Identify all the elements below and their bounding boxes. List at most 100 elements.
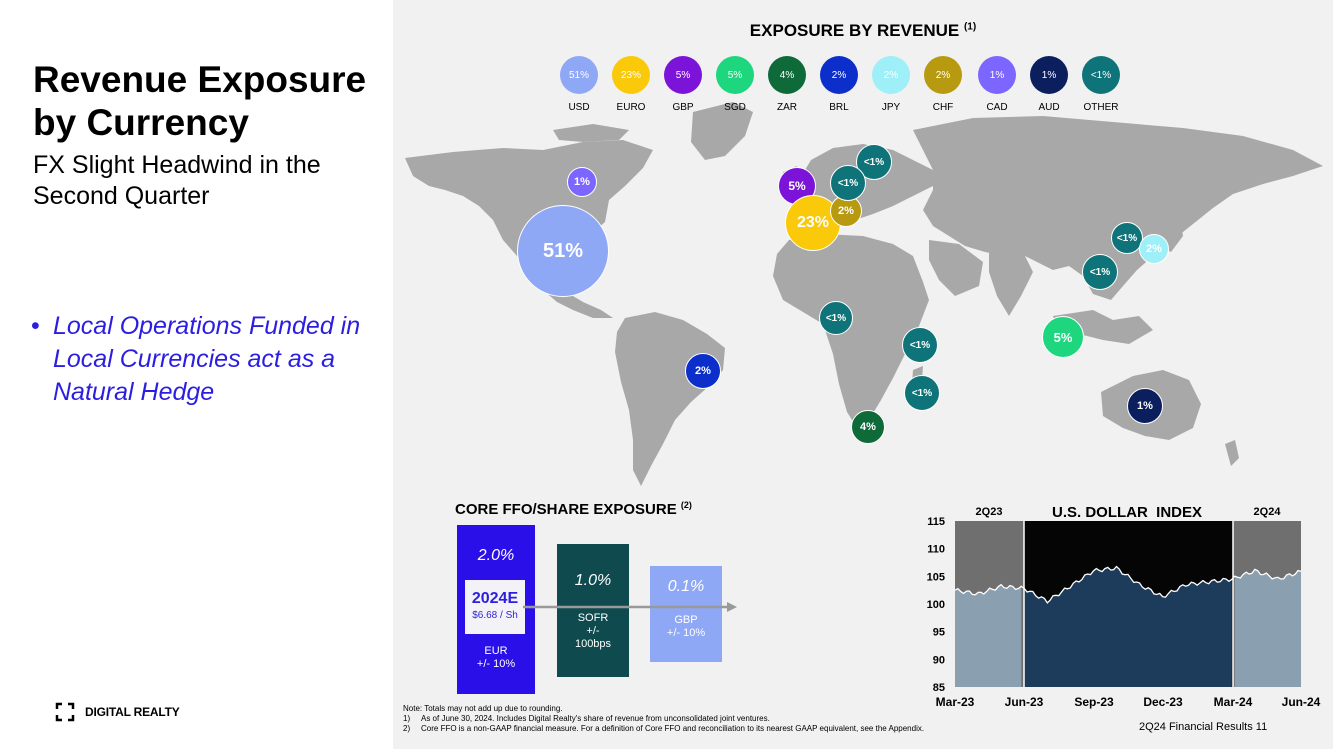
legend-item-other: <1% OTHER <box>1081 56 1121 113</box>
legend-label: ZAR <box>777 102 797 113</box>
legend-label: CHF <box>932 102 954 113</box>
footnotes: Note: Totals may not add up due to round… <box>403 704 924 734</box>
legend-item-jpy: 2% JPY <box>871 56 911 113</box>
chart-period-label-2q23: 2Q23 <box>976 506 1003 518</box>
footnote-1-text: As of June 30, 2024. Includes Digital Re… <box>421 714 770 723</box>
x-tick-label: Jun-23 <box>1005 695 1044 709</box>
ffo-estimate-title: 2024E <box>471 590 519 607</box>
ffo-title-note: (2) <box>680 500 692 510</box>
arctic-islands <box>553 124 629 142</box>
chart-x-ticks: Mar-23 Jun-23 Sep-23 Dec-23 Mar-24 Jun-24 <box>936 695 1321 709</box>
ffo-title: CORE FFO/SHARE EXPOSURE (2) <box>455 500 692 518</box>
india-landmass <box>989 250 1033 316</box>
dollar-index-chart: 115 110 105 100 95 90 85 Mar-23 Jun-23 Sep-23 Dec… <box>927 504 1321 709</box>
legend-circle: <1% <box>1082 56 1120 94</box>
ffo-eur-label: EUR <box>484 645 508 657</box>
exposure-title: EXPOSURE BY REVENUE (1) <box>393 21 1333 41</box>
logo-text: DIGITAL REALTY <box>85 705 180 719</box>
y-tick-label: 110 <box>927 544 945 556</box>
footnote-2-number: 2) <box>403 724 411 733</box>
page-subtitle: FX Slight Headwind in the Second Quarter <box>33 151 321 210</box>
y-tick-label: 105 <box>927 571 945 583</box>
ffo-gbp-label: GBP <box>674 614 698 626</box>
logo-bracket-icon <box>55 702 75 722</box>
africa-landmass <box>773 234 929 428</box>
map-bubble: 1% <box>567 167 597 197</box>
legend-item-chf: 2% CHF <box>923 56 963 113</box>
x-tick-label: Mar-24 <box>1214 695 1253 709</box>
x-tick-label: Jun-24 <box>1282 695 1321 709</box>
footnote-1-number: 1) <box>403 714 411 723</box>
legend-label: GBP <box>672 102 694 113</box>
right-panel: EXPOSURE BY REVENUE (1) 51% USD 23% EURO 5% G… <box>393 0 1333 749</box>
map-bubble: <1% <box>830 165 866 201</box>
ffo-arrow <box>523 602 737 612</box>
key-point: • Local Operations Funded in Local Curre… <box>31 310 381 409</box>
ffo-bar-sofr: 1.0% SOFR +/- 100bps <box>557 544 629 677</box>
map-bubble: 4% <box>851 410 885 444</box>
ffo-sofr-range: +/- <box>586 625 600 637</box>
y-tick-label: 90 <box>933 654 945 666</box>
dxy-area-2q23 <box>955 584 1022 687</box>
ffo-sofr-pct: 1.0% <box>574 572 612 589</box>
ffo-eur-range: +/- 10% <box>476 658 516 670</box>
ffo-eur-pct: 2.0% <box>477 547 515 564</box>
map-bubble: 2% <box>1139 234 1169 264</box>
map-bubble: <1% <box>1082 254 1118 290</box>
company-logo: DIGITAL REALTY <box>55 702 180 722</box>
exposure-title-text: EXPOSURE BY REVENUE <box>749 21 960 40</box>
southeast-asia-islands <box>1053 310 1153 344</box>
south-america-landmass <box>615 312 725 486</box>
legend-label: JPY <box>881 102 901 113</box>
new-zealand-landmass <box>1225 440 1239 466</box>
page-footer: 2Q24 Financial Results 11 <box>1139 721 1268 733</box>
legend-item-brl: 2% BRL <box>819 56 859 113</box>
exposure-title-note: (1) <box>963 21 977 33</box>
left-panel: Revenue Exposure by Currency FX Slight H… <box>0 0 393 749</box>
legend-circle: 5% <box>664 56 702 94</box>
legend-circle: 5% <box>716 56 754 94</box>
x-tick-label: Mar-23 <box>936 695 975 709</box>
dxy-area-2q24 <box>1234 569 1301 687</box>
legend-label: USD <box>568 102 590 113</box>
legend-label: SGD <box>724 102 746 113</box>
footnote-2: 2) Core FFO is a non-GAAP financial meas… <box>403 724 924 734</box>
footnote-2-text: Core FFO is a non-GAAP financial measure… <box>421 724 925 733</box>
ffo-sofr-label: SOFR <box>577 612 609 624</box>
y-tick-label: 115 <box>927 516 945 528</box>
key-point-text: Local Operations Funded in Local Currenc… <box>53 312 361 406</box>
x-tick-label: Dec-23 <box>1143 695 1183 709</box>
ffo-sofr-range2: 100bps <box>574 638 612 650</box>
map-bubble: <1% <box>902 327 938 363</box>
map-bubble: 5% <box>1042 316 1084 358</box>
dxy-area-mid <box>1024 566 1232 687</box>
map-bubble: 1% <box>1127 388 1163 424</box>
legend-item-euro: 23% EURO <box>611 56 651 113</box>
footnote-1: 1) As of June 30, 2024. Includes Digital… <box>403 714 924 724</box>
y-tick-label: 100 <box>927 599 945 611</box>
legend-item-sgd: 5% SGD <box>715 56 755 113</box>
y-tick-label: 85 <box>933 682 945 694</box>
chart-title: U.S. DOLLAR INDEX <box>1052 504 1202 521</box>
legend-label: EURO <box>616 102 646 113</box>
ffo-bar-gbp: 0.1% GBP +/- 10% <box>650 566 722 662</box>
dxy-series-line <box>954 565 1302 604</box>
ffo-title-text: CORE FFO/SHARE EXPOSURE <box>455 501 677 518</box>
chart-period-label-2q24: 2Q24 <box>1254 506 1282 518</box>
greenland-landmass <box>691 102 753 160</box>
legend-circle: 2% <box>872 56 910 94</box>
japan-landmass <box>1163 212 1183 252</box>
x-tick-label: Sep-23 <box>1074 695 1114 709</box>
legend-circle: 2% <box>820 56 858 94</box>
legend-label: OTHER <box>1083 102 1119 113</box>
legend-circle: 1% <box>1030 56 1068 94</box>
legend-item-cad: 1% CAD <box>977 56 1017 113</box>
legend-item-usd: 51% USD <box>559 56 599 113</box>
legend-label: BRL <box>829 102 849 113</box>
legend-item-aud: 1% AUD <box>1029 56 1069 113</box>
arabia-landmass <box>929 240 983 296</box>
legend-circle: 4% <box>768 56 806 94</box>
legend-circle: 2% <box>924 56 962 94</box>
ffo-gbp-range: +/- 10% <box>666 627 706 639</box>
